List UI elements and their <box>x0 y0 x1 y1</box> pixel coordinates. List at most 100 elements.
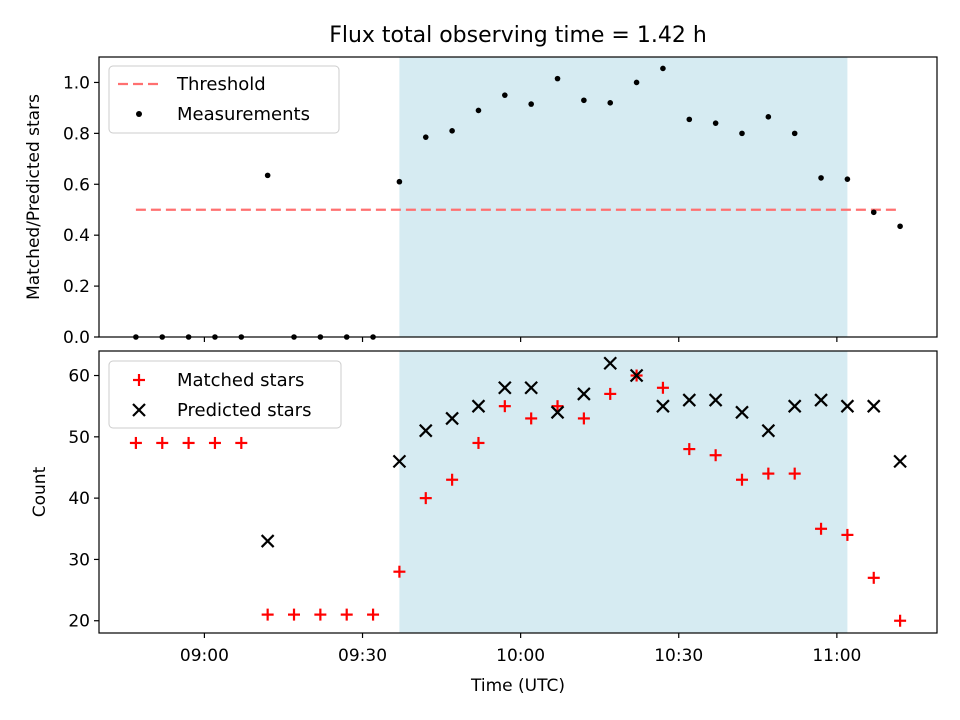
matched-star-point <box>551 400 564 413</box>
measurement-point <box>870 209 877 216</box>
measurement-point <box>739 130 745 137</box>
top-plot-frame <box>98 56 938 338</box>
top-y-ticks: 0.0 0.2 0.4 0.6 0.8 1.0 <box>63 73 99 348</box>
y-tick-label: 0.2 <box>63 277 90 297</box>
predicted-star-point <box>524 381 538 395</box>
matched-star-point <box>498 400 511 413</box>
measurement-point <box>396 178 403 185</box>
predicted-stars-points <box>260 356 907 548</box>
y-tick-label: 0.4 <box>63 226 90 246</box>
matched-stars-points <box>129 369 907 627</box>
predicted-star-point <box>814 393 828 407</box>
measurement-point <box>897 223 903 230</box>
predicted-star-point <box>682 393 697 407</box>
legend-threshold-label: Threshold <box>176 74 266 95</box>
predicted-star-point <box>550 405 565 420</box>
legend-measurements-label: Measurements <box>177 104 310 125</box>
predicted-star-point <box>629 368 644 383</box>
measurement-point <box>844 176 851 182</box>
matched-star-point <box>156 436 169 449</box>
x-tick-label: 09:00 <box>180 646 229 666</box>
y-tick-label: 0.0 <box>63 328 90 348</box>
matched-star-point <box>472 436 485 449</box>
top-panel: 0.0 0.2 0.4 0.6 0.8 1.0 Matched/Predicted sta… <box>24 56 938 348</box>
predicted-star-point <box>260 534 275 548</box>
legend-matched-label: Matched stars <box>177 370 304 391</box>
predicted-star-point <box>787 399 802 413</box>
x-tick-label: 09:30 <box>338 646 387 666</box>
y-tick-label: 0.6 <box>63 175 90 195</box>
y-tick-label: 50 <box>68 428 90 448</box>
y-tick-label: 0.8 <box>63 124 90 144</box>
bottom-y-axis-label: Count <box>30 466 50 517</box>
measurement-point <box>686 116 693 123</box>
measurement-point <box>422 134 429 140</box>
matched-star-point <box>340 608 353 621</box>
matched-star-point <box>604 387 617 400</box>
measurement-point <box>528 101 534 107</box>
measurement-point <box>475 107 482 114</box>
measurement-point <box>607 100 614 106</box>
bottom-legend: Matched stars Predicted stars <box>108 360 342 429</box>
matched-star-point <box>788 467 801 480</box>
predicted-star-point <box>656 399 670 413</box>
x-tick-label: 11:00 <box>812 646 861 666</box>
x-tick-label: 10:00 <box>496 646 545 666</box>
matched-star-point <box>367 608 380 621</box>
bottom-observing-window <box>399 351 848 633</box>
matched-star-point <box>683 443 696 456</box>
y-tick-label: 1.0 <box>63 73 90 93</box>
y-tick-label: 20 <box>68 612 90 632</box>
measurement-point <box>581 97 587 104</box>
matched-star-point <box>841 528 854 541</box>
matched-star-point <box>314 608 327 621</box>
matched-star-point <box>261 608 274 621</box>
predicted-star-point <box>893 454 907 469</box>
y-tick-label: 30 <box>68 550 90 570</box>
measurement-point <box>502 92 508 98</box>
bottom-plot-frame <box>98 350 938 634</box>
matched-star-point <box>129 436 142 449</box>
matched-star-point <box>894 614 907 627</box>
legend-predicted-label: Predicted stars <box>177 400 311 421</box>
top-legend-box <box>108 65 340 134</box>
x-axis-label: Time (UTC) <box>470 676 565 696</box>
matched-star-point <box>867 571 880 584</box>
top-x-ticks <box>203 337 838 342</box>
predicted-star-point <box>418 423 433 438</box>
matched-star-point <box>735 473 748 486</box>
matched-star-point <box>419 492 432 505</box>
top-observing-window <box>399 57 848 337</box>
bottom-x-ticks: 09:00 09:30 10:00 10:30 11:00 <box>180 633 861 666</box>
measurement-point <box>264 172 271 179</box>
predicted-star-point <box>866 399 881 413</box>
measurement-point <box>554 75 561 82</box>
matched-star-point <box>208 436 221 449</box>
bottom-panel: 20 30 40 50 60 09:00 09:30 10:00 10:30 11:00 Cou… <box>30 350 938 696</box>
matched-star-point <box>235 436 248 449</box>
y-tick-label: 60 <box>68 367 90 387</box>
matched-star-point <box>182 436 195 449</box>
legend-measurements-swatch <box>136 111 142 117</box>
legend-matched-swatch <box>133 374 145 386</box>
predicted-star-point <box>471 399 486 413</box>
matched-star-point <box>525 412 538 425</box>
matched-star-point <box>446 473 459 486</box>
measurement-point <box>633 79 640 86</box>
matched-star-point <box>709 449 722 462</box>
matched-star-point <box>762 467 775 480</box>
top-legend: Threshold Measurements <box>108 65 340 134</box>
measurement-point <box>712 120 719 126</box>
predicted-star-point <box>445 411 459 426</box>
predicted-star-point <box>392 454 407 469</box>
predicted-star-point <box>840 399 855 413</box>
x-tick-label: 10:30 <box>654 646 703 666</box>
matched-star-point <box>656 381 669 394</box>
measurement-point <box>660 65 666 72</box>
predicted-star-point <box>603 356 618 371</box>
chart-title: Flux total observing time = 1.42 h <box>329 23 707 48</box>
measurement-point <box>765 114 772 120</box>
predicted-star-point <box>498 381 512 395</box>
matched-star-point <box>577 412 590 425</box>
